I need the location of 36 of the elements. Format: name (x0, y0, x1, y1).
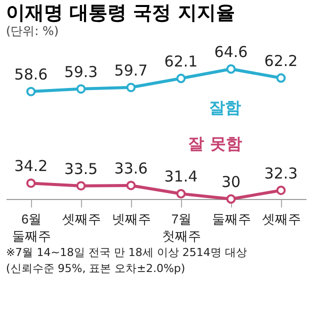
chart-subtitle: (단위: %) (6, 24, 59, 38)
x-tick-label: 셋째주 (62, 212, 101, 226)
x-tick-label: 셋째주 (262, 212, 301, 226)
point (26, 86, 36, 96)
x-tick-label: 6월 둘째주 (12, 212, 51, 244)
x-tick-label: 둘째주 (212, 212, 251, 226)
data-label: 31.4 (164, 168, 198, 186)
text: (신뢰수준 95%, 표본 오차±2.0%p) (6, 260, 186, 277)
data-label: 58.6 (14, 66, 48, 84)
data-label: 59.3 (64, 62, 98, 81)
data-label: 32.3 (264, 164, 298, 182)
point (126, 180, 136, 190)
series-label: 잘함 (209, 98, 241, 117)
data-label: 64.6 (214, 43, 248, 61)
data-label: 33.6 (114, 159, 148, 178)
point (276, 73, 286, 83)
data-label: 62.1 (164, 52, 198, 70)
point (276, 186, 286, 196)
point (226, 64, 236, 74)
text: 잘 못함 (188, 134, 242, 153)
data-label: 34.2 (14, 157, 48, 176)
text: ※7월 14~18일 전국 만 18세 이상 2514명 대상 (6, 245, 248, 261)
data-label: 30 (221, 173, 241, 191)
point (176, 74, 186, 84)
point (26, 178, 36, 188)
data-label: 62.2 (264, 52, 298, 70)
point (226, 194, 236, 204)
point (76, 181, 86, 191)
point (126, 82, 136, 92)
chart-title: 이재명 대통령 국정 지지율 (6, 2, 235, 24)
point (76, 84, 86, 94)
data-label: 33.5 (64, 160, 98, 178)
data-label: 59.7 (114, 61, 148, 80)
x-tick-label: 7월 첫째주 (162, 212, 201, 244)
x-tick-label: 넷째주 (112, 212, 151, 226)
point (176, 189, 186, 198)
